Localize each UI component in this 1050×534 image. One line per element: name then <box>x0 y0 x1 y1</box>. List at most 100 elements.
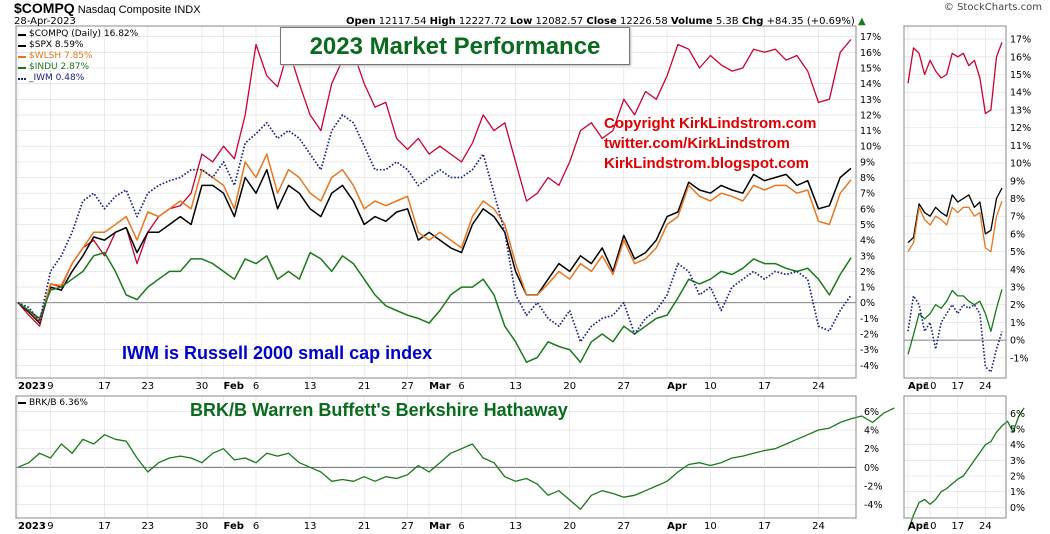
y-tick-label: 10% <box>860 142 881 153</box>
y-tick-label: 6% <box>860 204 875 215</box>
mini-brk-x-tick-label: 24 <box>979 521 992 532</box>
y-tick-label: 2% <box>860 267 875 278</box>
brk-x-tick-label: 10 <box>704 521 717 532</box>
brk-x-tick-label: 6 <box>253 521 259 532</box>
mini-brk-y-tick-label: 4% <box>1010 440 1025 451</box>
y-tick-label: 14% <box>860 79 881 90</box>
iwm-note: IWM is Russell 2000 small cap index <box>122 343 433 363</box>
series-line-indu <box>17 251 852 363</box>
mini-y-tick-label: 4% <box>1010 265 1025 276</box>
mini-x-tick-label: 10 <box>924 381 937 392</box>
mini-brk-y-tick-label: 1% <box>1010 487 1025 498</box>
legend-swatch <box>18 44 26 47</box>
y-tick-label: 11% <box>860 126 881 137</box>
high-label: High <box>429 16 456 27</box>
y-tick-label: 17% <box>860 32 881 43</box>
legend-swatch <box>18 77 26 80</box>
y-tick-label: -3% <box>860 345 879 356</box>
axis-labels: 17% 16% 15% 14% 13% 12% 11% 10% 9% 8% 7% 6% 5% 4% 3% 2%… <box>18 32 1031 532</box>
y-tick-label: 15% <box>860 63 881 74</box>
brk-x-tick-label: 27 <box>401 521 414 532</box>
mini-brk-y-tick-label: 2% <box>1010 472 1025 483</box>
mini-brk-x-tick-label: 17 <box>951 521 964 532</box>
brk-y-tick-label: -2% <box>864 482 883 493</box>
legend-label: $WLSH 7.85% <box>29 51 93 61</box>
chart-lines <box>17 39 1025 532</box>
mini-y-tick-label: 17% <box>1010 35 1031 46</box>
mini-y-tick-label: 14% <box>1010 88 1031 99</box>
brk-y-tick-label: 2% <box>864 444 879 455</box>
symbol-header: $COMPQ Nasdaq Composite INDX <box>14 0 201 16</box>
mini-series-line-indu <box>907 289 1003 355</box>
mini-series-line-compq <box>907 42 1003 115</box>
brk-y-tick-label: 6% <box>864 407 879 418</box>
x-tick-label: 9 <box>47 381 53 392</box>
x-tick-label: Mar <box>429 381 451 392</box>
y-tick-label: 13% <box>860 95 881 106</box>
mini-brk-y-tick-label: 6% <box>1010 409 1025 420</box>
open-value: 12117.54 <box>378 16 427 27</box>
mini-y-tick-label: 10% <box>1010 159 1031 170</box>
y-tick-label: 16% <box>860 48 881 59</box>
x-tick-label: 27 <box>401 381 414 392</box>
brk-panel-grid <box>16 396 856 518</box>
legend-item: $INDU 2.87% <box>18 62 138 73</box>
x-tick-label: 10 <box>704 381 717 392</box>
series-line-wlsh <box>17 153 852 323</box>
brk-title: BRK/B Warren Buffett's Berkshire Hathawa… <box>190 400 568 420</box>
stockcharts-logo: © StockCharts.com <box>943 2 1042 13</box>
x-tick-label: 13 <box>304 381 317 392</box>
series-line-brk <box>17 407 895 510</box>
x-tick-label: 27 <box>617 381 630 392</box>
brk-legend-swatch <box>18 402 26 404</box>
x-tick-label: Feb <box>224 381 244 392</box>
legend-swatch <box>18 33 26 36</box>
x-tick-label: 21 <box>358 381 371 392</box>
mini-y-tick-label: -1% <box>1010 353 1029 364</box>
series-line-compq <box>17 39 852 327</box>
close-label: Close <box>586 16 617 27</box>
legend-swatch <box>18 66 26 69</box>
chg-up-icon: ▲ <box>857 16 866 27</box>
x-tick-label: 23 <box>141 381 154 392</box>
panel-frames <box>15 25 1007 519</box>
mini-x-tick-label: 24 <box>979 381 992 392</box>
legend-item: $COMPQ (Daily) 16.82% <box>18 29 138 40</box>
legend-item: $WLSH 7.85% <box>18 51 138 62</box>
close-value: 12226.58 <box>619 16 668 27</box>
chg-value: +84.35 (+0.69%) <box>766 16 855 27</box>
mini-panel-frame <box>903 25 1007 379</box>
y-tick-label: -1% <box>860 314 879 325</box>
mini-y-tick-label: 1% <box>1010 318 1025 329</box>
mini-y-tick-label: 13% <box>1010 105 1031 116</box>
mini-y-tick-label: 8% <box>1010 194 1025 205</box>
brk-x-tick-label: 2023 <box>18 521 46 532</box>
brk-y-tick-label: 4% <box>864 426 879 437</box>
twitter-line: twitter.com/KirkLindstrom <box>604 135 790 152</box>
copyright-line: Copyright KirkLindstrom.com <box>604 115 817 132</box>
mini-brk-panel-frame <box>903 395 1007 519</box>
y-tick-label: 8% <box>860 173 875 184</box>
mini-x-tick-label: Apr <box>908 381 928 392</box>
brk-x-tick-label: Feb <box>224 521 244 532</box>
y-tick-label: 5% <box>860 220 875 231</box>
x-tick-label: 20 <box>563 381 576 392</box>
chart-title-box: 2023 Market Performance <box>280 27 630 65</box>
mini-y-tick-label: 15% <box>1010 70 1031 81</box>
brk-legend-label: BRK/B 6.36% <box>29 398 88 408</box>
quote-summary: Open 12117.54 High 12227.72 Low 12082.57… <box>346 16 866 27</box>
brk-x-tick-label: 9 <box>47 521 53 532</box>
brk-x-tick-label: 30 <box>196 521 209 532</box>
mini-x-tick-label: 17 <box>951 381 964 392</box>
y-tick-label: 12% <box>860 110 881 121</box>
quote-date: 28-Apr-2023 <box>14 16 76 27</box>
x-tick-label: 30 <box>196 381 209 392</box>
mini-y-tick-label: 6% <box>1010 229 1025 240</box>
y-tick-label: 7% <box>860 189 875 200</box>
series-line-iwm <box>17 114 852 343</box>
legend-label: _IWM 0.48% <box>29 73 85 83</box>
mini-panel-grid <box>904 26 1006 518</box>
low-value: 12082.57 <box>535 16 584 27</box>
x-tick-label: 2023 <box>18 381 46 392</box>
